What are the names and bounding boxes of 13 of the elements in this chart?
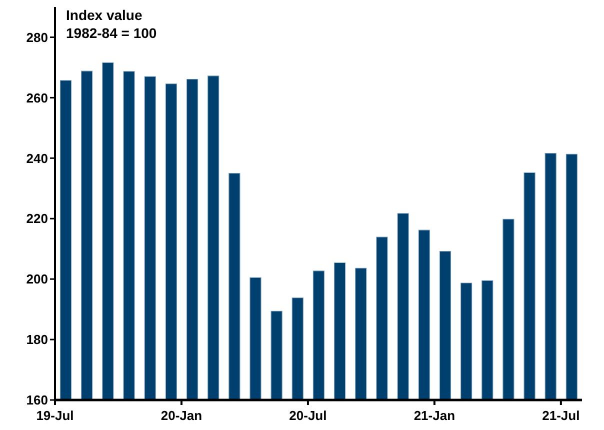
y-axis-title: Index value 1982-84 = 100 [66,6,157,42]
y-tick-label: 240 [26,150,48,166]
y-tick-label: 180 [26,332,48,348]
y-tick-label: 160 [26,392,48,408]
x-tick-label: 21-Jan [414,408,456,423]
y-tick-label: 200 [26,272,48,287]
y-tick-label: 260 [26,90,48,106]
x-tick-label: 21-Jul [542,408,580,423]
x-tick-label: 20-Jan [160,408,202,423]
y-tick-label: 220 [26,211,48,226]
y-tick-label: 280 [26,30,48,45]
x-tick-label: 20-Jul [289,408,327,423]
x-tick-label: 19-Jul [36,408,74,423]
